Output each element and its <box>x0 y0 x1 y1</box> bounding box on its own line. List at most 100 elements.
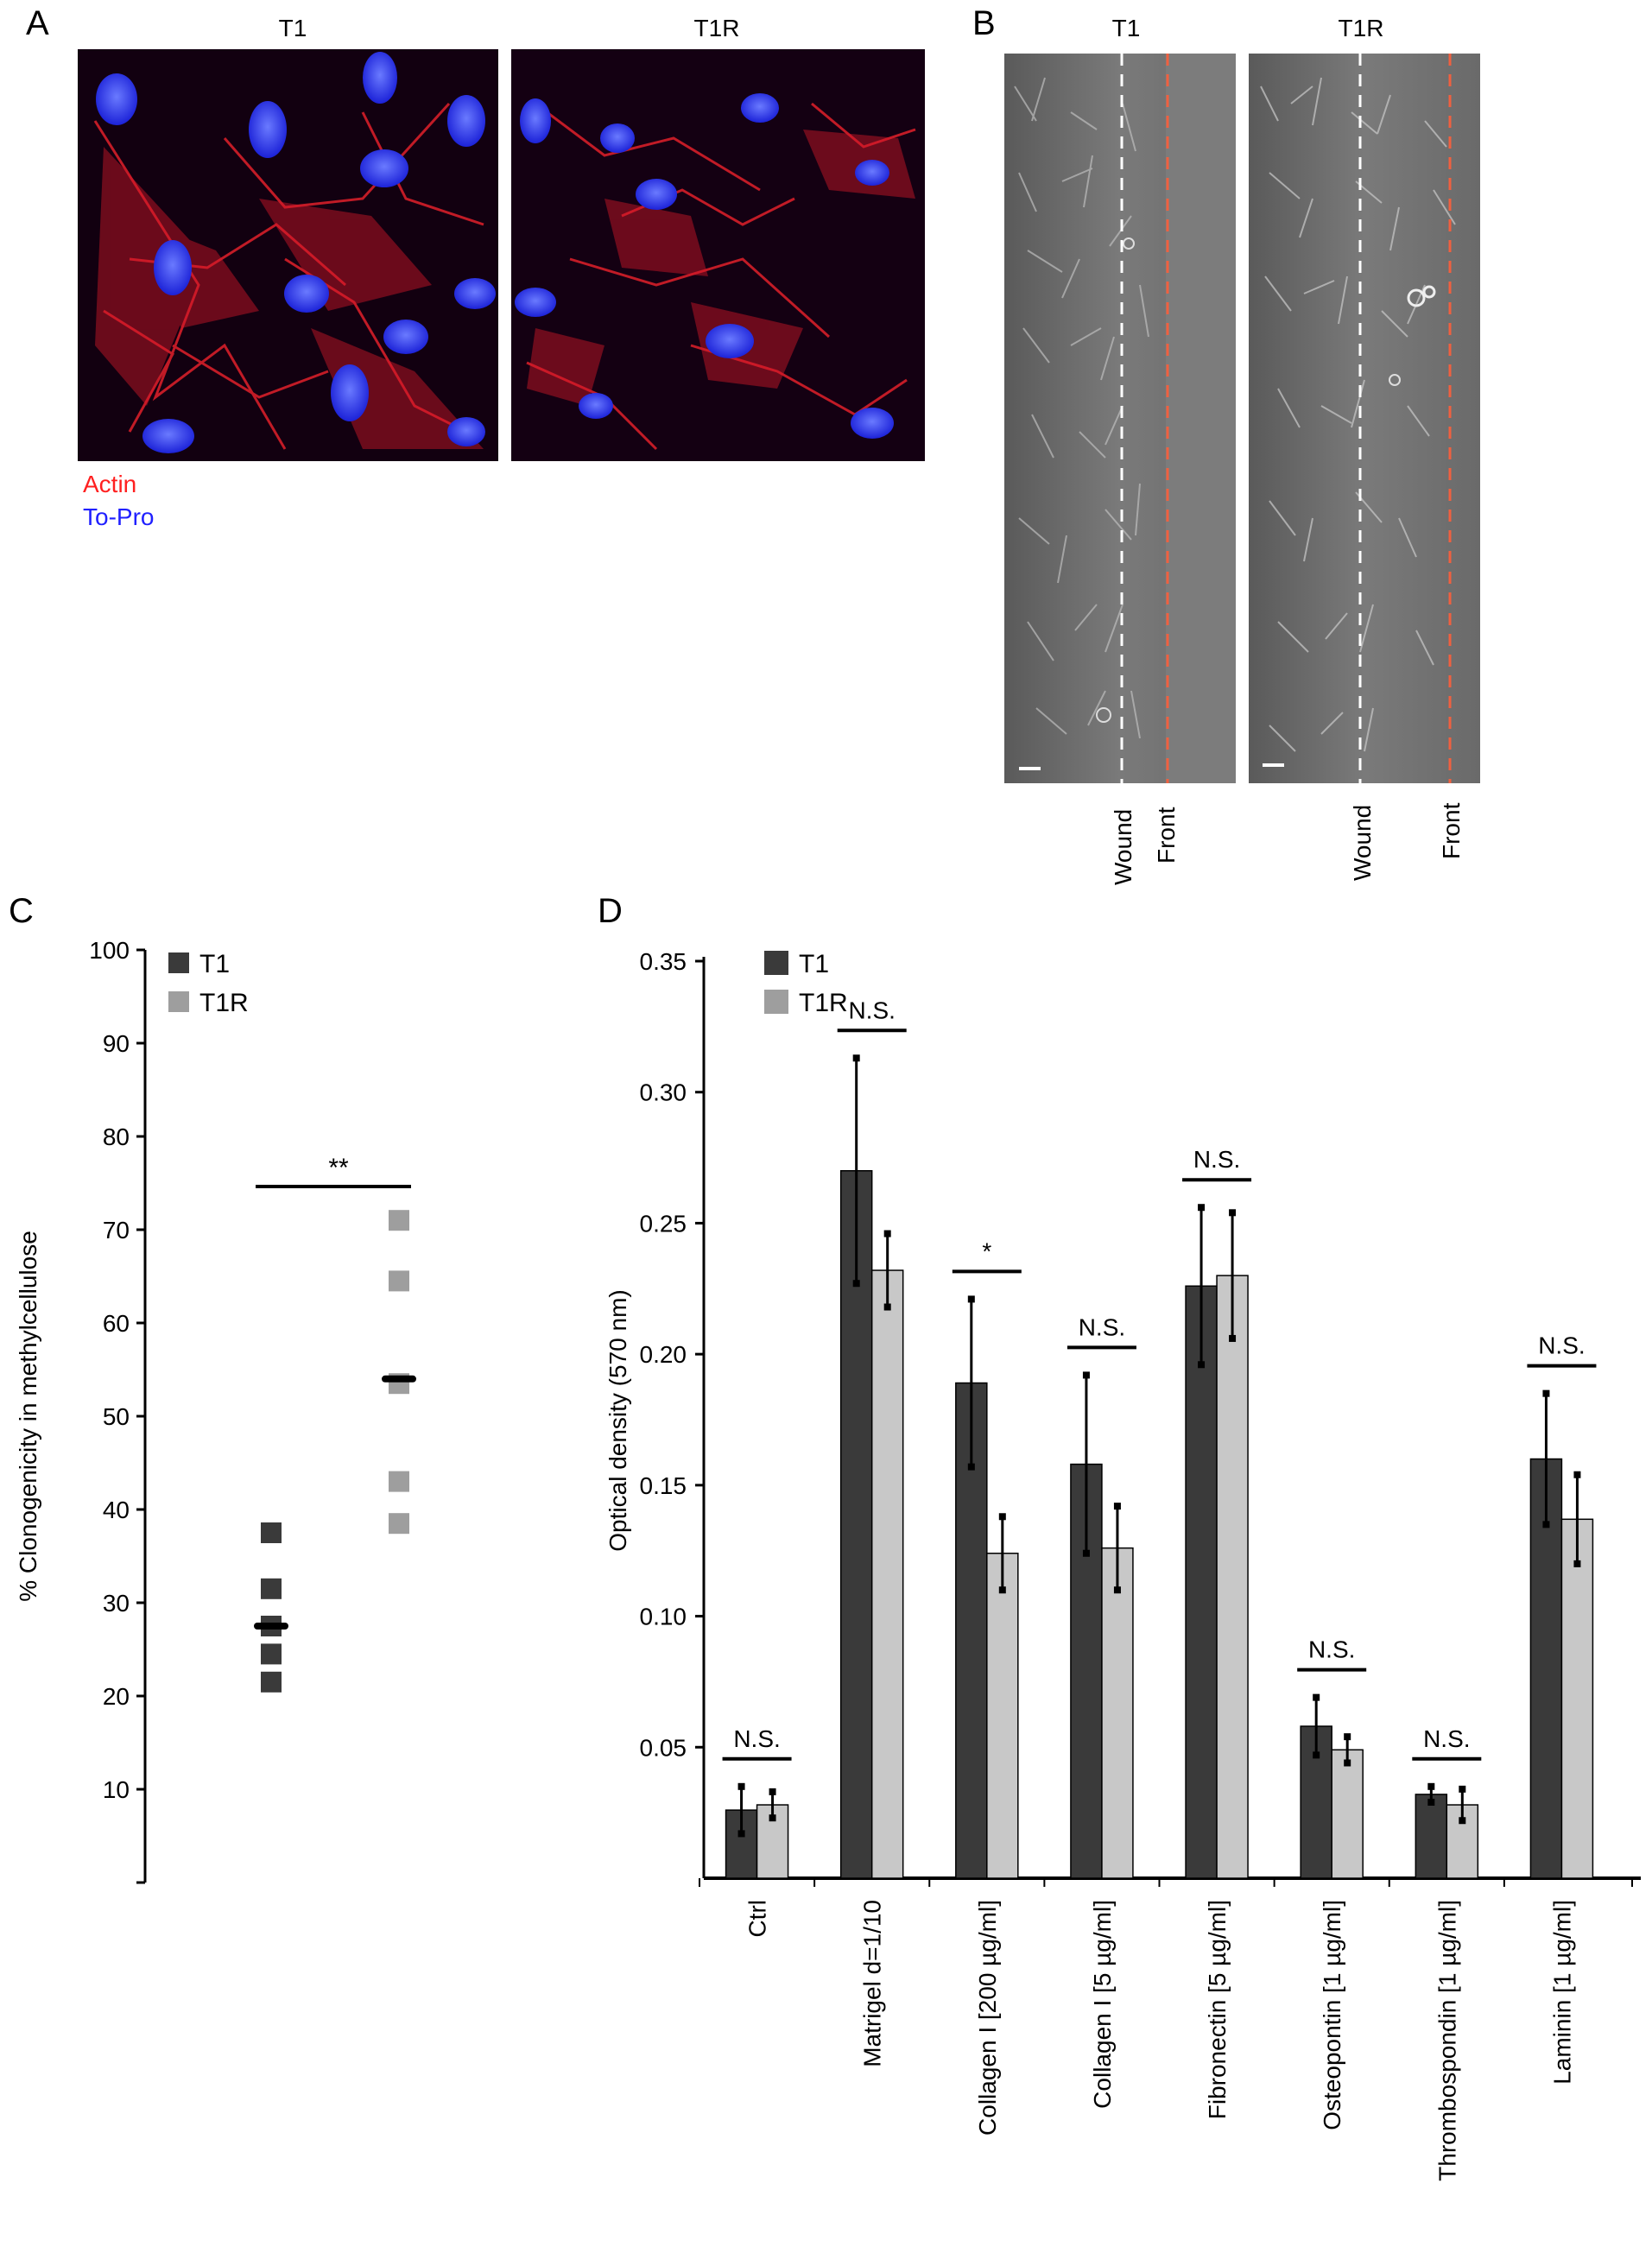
y-axis-title: Optical density (570 nm) <box>604 1289 631 1551</box>
y-tick-label: 100 <box>89 937 130 964</box>
bar-t1r <box>1101 1547 1134 1879</box>
mean-line-t1r <box>382 1375 416 1383</box>
panel-a-label-t1r: T1R <box>694 15 740 41</box>
error-cap <box>852 1054 860 1062</box>
panel-b-letter: B <box>972 4 996 42</box>
legend-label-t1r: T1R <box>799 989 848 1017</box>
marker-wound-t1r: Wound <box>1349 805 1376 881</box>
y-tick-label: 0.20 <box>640 1341 687 1368</box>
data-point-t1 <box>261 1671 282 1693</box>
error-cap <box>1198 1361 1206 1369</box>
error-cap <box>1229 1209 1237 1217</box>
error-cap <box>1313 1751 1320 1759</box>
bar-t1r <box>870 1269 904 1879</box>
error-cap <box>1113 1503 1121 1510</box>
bar-t1r <box>1560 1518 1594 1879</box>
y-tick-label: 10 <box>103 1776 130 1803</box>
error-cap <box>1542 1389 1550 1397</box>
bar-t1r <box>1216 1275 1249 1879</box>
error-cap <box>1459 1785 1466 1793</box>
x-tick-label: Osteopontin [1 µg/ml] <box>1319 1900 1345 2130</box>
significance-label: N.S. <box>1308 1636 1355 1663</box>
x-tick-label: Ctrl <box>744 1900 771 1938</box>
marker-front-t1r: Front <box>1438 802 1465 859</box>
y-tick-label: 40 <box>103 1497 130 1523</box>
error-cap <box>1344 1733 1351 1741</box>
error-cap <box>1427 1782 1435 1790</box>
error-cap <box>737 1782 745 1790</box>
significance-label: * <box>982 1237 991 1264</box>
significance-label: N.S. <box>733 1725 780 1752</box>
x-tick-label: Matrigel d=1/10 <box>859 1900 886 2067</box>
panel-b: B T1 T1R Wound Fr <box>972 4 1480 885</box>
error-cap <box>1198 1204 1206 1212</box>
error-cap <box>883 1230 891 1237</box>
bar-t1r <box>1331 1749 1364 1879</box>
panel-b-label-t1r: T1R <box>1339 15 1384 41</box>
y-tick-label: 0.05 <box>640 1734 687 1761</box>
error-cap <box>1542 1521 1550 1528</box>
y-tick-label: 0.25 <box>640 1210 687 1237</box>
marker-front-t1: Front <box>1153 807 1180 864</box>
stain-label-actin: Actin <box>83 471 136 497</box>
error-cap <box>737 1830 745 1838</box>
error-cap <box>1113 1586 1121 1594</box>
data-point-t1r <box>389 1471 409 1492</box>
significance-label: N.S. <box>1079 1313 1125 1340</box>
micrograph-b-t1r <box>1249 54 1480 783</box>
error-cap <box>1082 1371 1090 1379</box>
panel-d-letter: D <box>598 892 623 930</box>
y-tick-label: 80 <box>103 1123 130 1150</box>
y-tick-label: 0.15 <box>640 1472 687 1499</box>
y-tick-label: 60 <box>103 1310 130 1337</box>
error-cap <box>852 1280 860 1288</box>
legend-swatch-t1 <box>168 952 189 973</box>
data-point-t1r <box>389 1210 409 1231</box>
legend-swatch-t1r <box>764 990 788 1014</box>
legend-swatch-t1 <box>764 951 788 975</box>
x-tick-label: Laminin [1 µg/ml] <box>1548 1900 1575 2085</box>
error-cap <box>1573 1471 1581 1478</box>
error-cap <box>1229 1334 1237 1342</box>
panel-b-label-t1: T1 <box>1112 15 1141 41</box>
x-tick-label: Collagen I [5 µg/ml] <box>1089 1900 1116 2109</box>
y-tick-label: 0.30 <box>640 1079 687 1106</box>
bar-t1 <box>1185 1285 1218 1879</box>
y-tick-label: 70 <box>103 1217 130 1244</box>
chart-c-clonogenicity: 10 20 30 40 50 60 70 80 90 100 % Clonogenicity in … <box>15 937 416 1884</box>
micrograph-a-t1r <box>511 49 925 461</box>
significance-label: N.S. <box>1538 1332 1585 1359</box>
error-cap <box>1573 1560 1581 1567</box>
legend-label-t1: T1 <box>799 950 829 978</box>
significance-label: ** <box>328 1154 349 1182</box>
data-point-t1 <box>261 1578 282 1599</box>
y-tick-label: 30 <box>103 1590 130 1617</box>
marker-wound-t1: Wound <box>1110 809 1136 885</box>
panel-d: D 0.05 0.10 0.15 0.20 0.25 0.30 0.35 Optical de… <box>598 892 1641 2181</box>
micrograph-a-t1 <box>78 49 498 461</box>
significance-label: N.S. <box>848 997 895 1023</box>
significance-label: N.S. <box>1423 1725 1470 1752</box>
x-tick-label: Thrombospondin [1 µg/ml] <box>1434 1900 1460 2181</box>
error-cap <box>967 1295 975 1303</box>
x-tick-label: Fibronectin [5 µg/ml] <box>1204 1900 1231 2119</box>
error-cap <box>1344 1759 1351 1767</box>
error-cap <box>1427 1799 1435 1807</box>
panel-c: C 10 20 30 40 50 60 70 80 90 100 % Clonogenicity i… <box>9 892 416 1884</box>
y-tick-label: 0.10 <box>640 1604 687 1630</box>
stain-label-topro: To-Pro <box>83 503 154 530</box>
chart-d-optical-density: 0.05 0.10 0.15 0.20 0.25 0.30 0.35 Optical dens… <box>604 948 1641 2181</box>
bar-t1 <box>1529 1458 1563 1879</box>
panel-a-letter: A <box>26 4 49 42</box>
error-cap <box>883 1303 891 1311</box>
panel-c-letter: C <box>9 892 34 930</box>
error-cap <box>998 1586 1006 1594</box>
micrograph-b-t1 <box>1004 54 1236 783</box>
error-cap <box>998 1513 1006 1521</box>
x-tick-label: Collagen I [200 µg/ml] <box>974 1900 1001 2136</box>
error-cap <box>769 1814 776 1822</box>
legend-swatch-t1r <box>168 991 189 1012</box>
y-axis-title: % Clonogenicity in methylcellulose <box>15 1231 41 1602</box>
y-tick-label: 20 <box>103 1683 130 1710</box>
